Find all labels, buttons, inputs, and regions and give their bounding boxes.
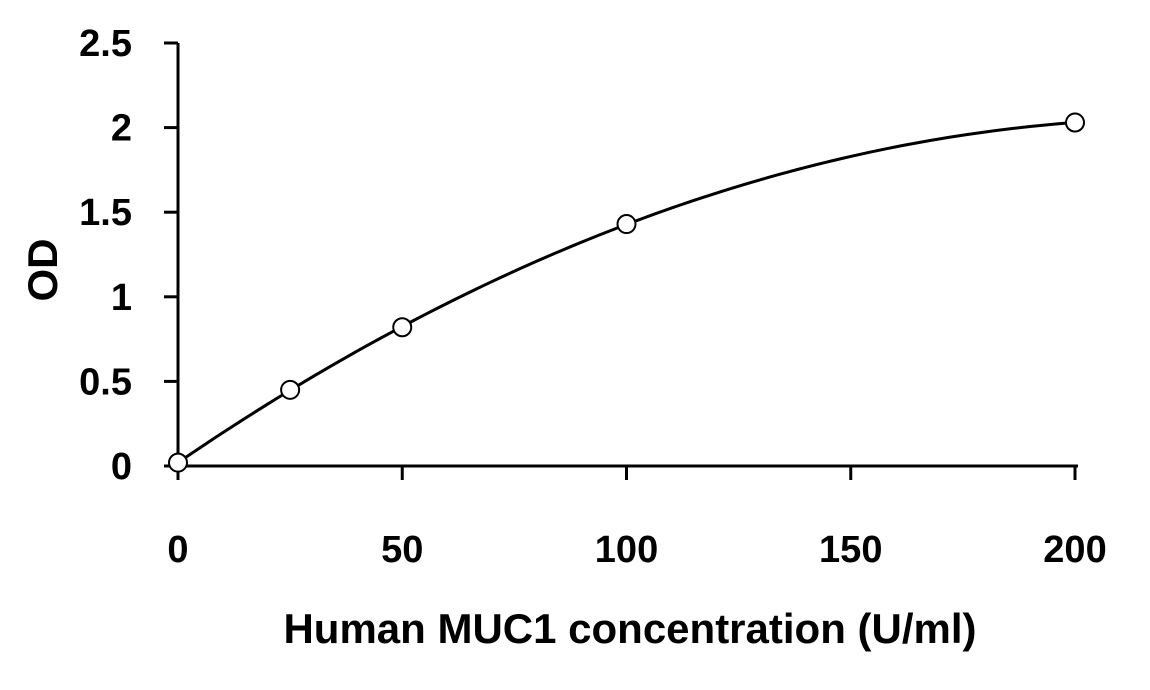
x-tick-label: 0 xyxy=(167,529,188,571)
curve-layer xyxy=(177,120,1076,464)
points-layer xyxy=(168,112,1085,473)
data-point xyxy=(1065,112,1085,133)
x-tick-label: 100 xyxy=(595,529,658,571)
y-tick-label: 0 xyxy=(111,446,132,488)
fit-curve xyxy=(177,120,1076,464)
data-point xyxy=(616,214,637,235)
y-tick-label: 1 xyxy=(111,277,132,319)
data-point xyxy=(392,317,413,338)
data-point xyxy=(280,379,301,400)
ticks: 0 0.5 1 1.5 2 2.5 0 50 100 150 200 xyxy=(79,23,1107,571)
x-tick-label: 150 xyxy=(819,529,882,571)
y-tick-label: 0.5 xyxy=(79,361,132,403)
x-tick-label: 200 xyxy=(1043,529,1106,571)
axes xyxy=(164,43,1078,480)
y-tick-label: 2 xyxy=(111,108,132,150)
y-tick-label: 2.5 xyxy=(79,23,132,65)
data-point xyxy=(168,452,188,473)
x-tick-label: 50 xyxy=(381,529,423,571)
y-tick-label: 1.5 xyxy=(79,192,132,234)
x-axis-label: Human MUC1 concentration (U/ml) xyxy=(283,605,976,652)
y-axis-label: OD xyxy=(19,239,66,302)
